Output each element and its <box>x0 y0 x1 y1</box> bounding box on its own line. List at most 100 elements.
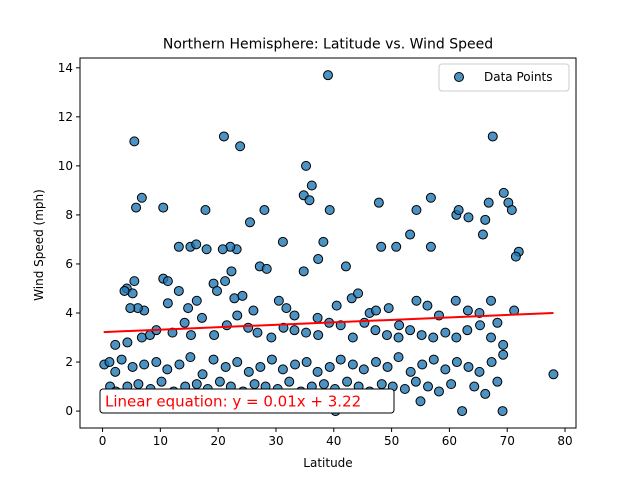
data-point <box>191 239 202 250</box>
data-point <box>486 357 497 368</box>
data-point <box>249 379 260 390</box>
data-point <box>323 70 333 81</box>
data-point <box>162 276 173 287</box>
legend-marker <box>454 72 464 82</box>
data-point <box>446 379 457 390</box>
x-axis-ticks: 0 10 20 30 40 50 60 70 80 <box>99 428 573 448</box>
data-point <box>139 359 150 370</box>
data-point <box>463 361 474 372</box>
data-point <box>174 359 185 370</box>
data-point <box>405 366 416 377</box>
data-point <box>248 305 259 316</box>
data-point <box>486 295 497 306</box>
data-point <box>122 337 133 348</box>
x-tick-label: 10 <box>153 434 168 448</box>
data-point <box>477 229 488 240</box>
data-point <box>428 354 439 365</box>
data-point <box>422 300 433 311</box>
data-point <box>373 197 384 208</box>
data-point <box>347 359 358 370</box>
y-tick-label: 12 <box>58 110 73 124</box>
data-point <box>235 141 246 152</box>
data-point <box>405 325 416 336</box>
data-point <box>450 295 461 306</box>
data-point <box>391 241 402 252</box>
data-point <box>440 364 451 375</box>
data-point <box>498 339 509 350</box>
data-point <box>185 330 196 341</box>
data-point <box>335 354 346 365</box>
x-tick-label: 80 <box>557 434 572 448</box>
data-point <box>453 205 464 216</box>
data-point <box>217 244 228 255</box>
data-point <box>226 266 237 277</box>
x-tick-label: 70 <box>500 434 515 448</box>
data-point <box>474 366 485 377</box>
x-tick-label: 30 <box>268 434 283 448</box>
data-point <box>261 263 272 274</box>
data-point <box>255 361 266 372</box>
data-point <box>220 361 231 372</box>
data-point <box>214 376 225 387</box>
data-point <box>201 244 212 255</box>
data-point <box>312 366 323 377</box>
data-point <box>167 327 178 338</box>
data-point <box>410 376 421 387</box>
data-point <box>237 290 248 301</box>
data-point <box>510 251 521 262</box>
data-point <box>483 197 494 208</box>
data-point <box>209 330 220 341</box>
x-tick-label: 40 <box>326 434 341 448</box>
data-point <box>129 136 140 147</box>
data-point <box>411 205 422 216</box>
data-point <box>110 339 121 350</box>
data-point <box>318 379 329 390</box>
data-point <box>382 361 393 372</box>
y-tick-label: 6 <box>65 257 73 271</box>
data-point <box>191 379 202 390</box>
data-point <box>162 364 173 375</box>
data-point <box>416 330 427 341</box>
data-point <box>318 236 329 247</box>
data-point <box>243 366 254 377</box>
data-point <box>252 327 263 338</box>
y-tick-label: 14 <box>58 61 73 75</box>
data-point <box>399 384 410 395</box>
data-point <box>151 357 162 368</box>
regression-line <box>103 312 554 334</box>
y-tick-label: 8 <box>65 208 73 222</box>
data-point <box>273 295 284 306</box>
data-point <box>208 354 219 365</box>
data-point <box>281 303 292 314</box>
data-point <box>173 285 184 296</box>
y-tick-label: 2 <box>65 355 73 369</box>
data-point <box>125 303 136 314</box>
data-point <box>492 376 503 387</box>
plot-frame <box>79 57 577 429</box>
data-point <box>162 298 173 309</box>
data-point <box>492 317 503 328</box>
data-point <box>232 310 243 321</box>
data-point <box>266 332 277 343</box>
data-point <box>127 361 138 372</box>
data-point <box>277 236 288 247</box>
x-tick-label: 0 <box>99 434 107 448</box>
data-point <box>129 276 140 287</box>
x-axis-label: Latitude <box>303 456 352 470</box>
data-point <box>457 406 468 417</box>
data-point <box>487 131 498 142</box>
data-point <box>463 212 474 223</box>
data-point <box>259 205 270 216</box>
data-point <box>347 332 358 343</box>
x-tick-label: 60 <box>442 434 457 448</box>
data-point <box>425 192 436 203</box>
legend-box <box>438 63 570 92</box>
regression-annotation: Linear equation: y = 0.01x + 3.22 <box>99 388 395 414</box>
data-point <box>116 354 127 365</box>
data-point <box>220 276 231 287</box>
data-point <box>451 332 462 343</box>
data-point <box>383 303 394 314</box>
data-point <box>497 406 508 417</box>
data-point <box>393 352 404 363</box>
